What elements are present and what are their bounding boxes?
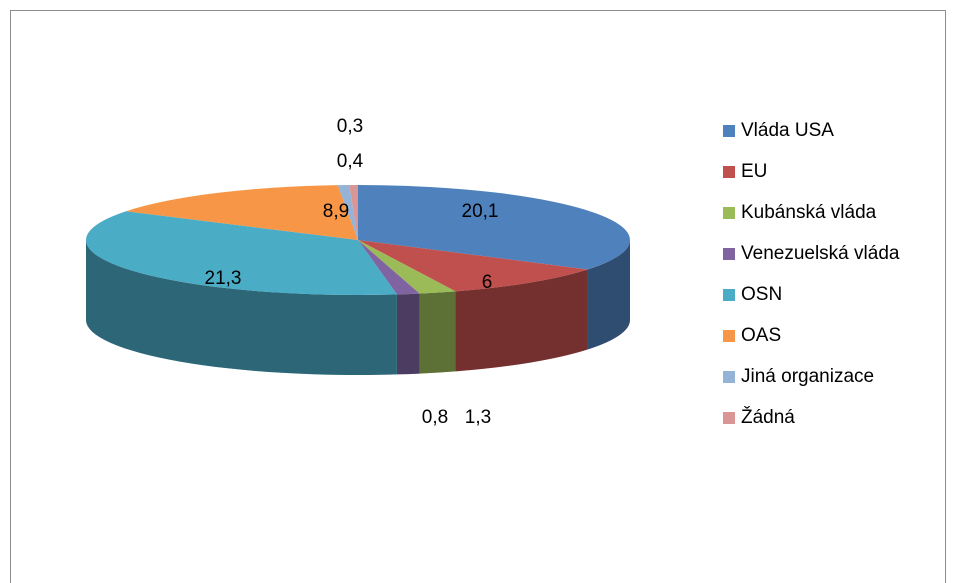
slice <box>358 240 420 295</box>
legend-label: Kubánská vláda <box>741 202 877 223</box>
legend-label: EU <box>741 161 767 182</box>
slice-side <box>419 291 456 374</box>
data-label: 6 <box>482 272 493 293</box>
slice <box>349 185 358 240</box>
legend-label: Vláda USA <box>741 120 834 141</box>
data-label: 21,3 <box>205 268 242 289</box>
slice-side <box>396 293 420 375</box>
slice-side <box>587 240 630 350</box>
data-label: 8,9 <box>323 201 349 222</box>
legend-swatch <box>723 125 735 137</box>
legend-swatch <box>723 412 735 424</box>
slice <box>126 185 359 240</box>
legend-swatch <box>723 166 735 178</box>
legend-label: Venezuelská vláda <box>741 243 900 264</box>
slice-side-shade <box>455 269 588 372</box>
slice-side-shade <box>419 291 456 374</box>
slice-side <box>455 269 588 372</box>
legend-label: Žádná <box>741 406 795 428</box>
data-label: 0,3 <box>337 116 363 137</box>
legend-swatch <box>723 289 735 301</box>
slice <box>358 184 631 270</box>
legend-swatch <box>723 371 735 383</box>
legend-swatch <box>723 330 735 342</box>
slice <box>358 240 588 292</box>
data-label: 20,1 <box>462 201 499 222</box>
legend-swatch <box>723 248 735 260</box>
legend-swatch <box>723 207 735 219</box>
slice-side <box>86 240 397 375</box>
slice <box>358 240 456 294</box>
slice-side-shade <box>587 240 630 350</box>
legend-label: OAS <box>741 325 781 346</box>
slice <box>337 185 358 240</box>
slice-side-shade <box>396 293 420 375</box>
slice <box>86 211 397 295</box>
slice-side-shade <box>86 240 397 375</box>
legend-label: Jiná organizace <box>741 366 874 387</box>
data-label: 0,4 <box>337 151 364 172</box>
legend-label: OSN <box>741 284 782 305</box>
data-label: 1,3 <box>465 407 491 428</box>
data-label: 0,8 <box>422 407 448 428</box>
